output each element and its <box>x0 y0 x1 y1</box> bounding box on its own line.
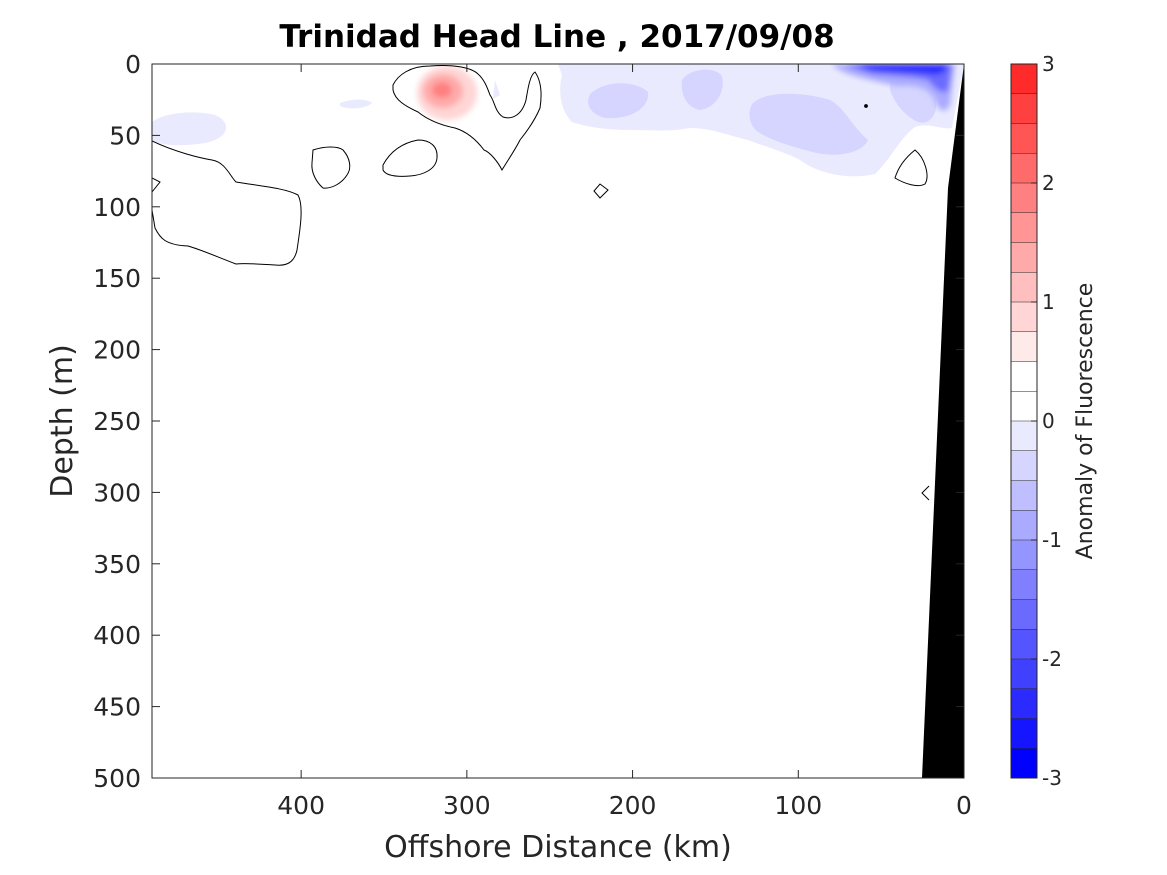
negative-anomaly-inner-1 <box>588 83 649 119</box>
y-tick-label: 50 <box>109 121 141 150</box>
colorbar-band <box>1011 242 1037 273</box>
colorbar-band <box>1011 212 1037 243</box>
x-tick-label: 0 <box>956 791 972 820</box>
plot-area <box>152 64 964 778</box>
colorbar-band <box>1011 688 1037 719</box>
negative-anomaly-inner-3 <box>749 93 868 155</box>
y-tick-label: 0 <box>125 50 141 79</box>
x-axis-label: Offshore Distance (km) <box>384 830 732 865</box>
colorbar-band <box>1011 629 1037 660</box>
colorbar-band <box>1011 153 1037 184</box>
y-tick-label: 350 <box>93 550 141 579</box>
seafloor-bathymetry <box>922 64 964 778</box>
zero-contour-b <box>152 177 161 193</box>
x-tick-label: 400 <box>277 791 325 820</box>
colorbar-tick-label: 2 <box>1042 171 1055 195</box>
colorbar-tick-label: -3 <box>1042 766 1062 790</box>
colorbar-band <box>1011 569 1037 600</box>
colorbar-band <box>1011 391 1037 422</box>
colorbar-tick-label: 0 <box>1042 409 1055 433</box>
colorbar-band <box>1011 659 1037 690</box>
strong-negative-anomaly-core <box>858 64 948 75</box>
x-tick-label: 300 <box>443 791 491 820</box>
colorbar-band <box>1011 480 1037 511</box>
colorbar-band <box>1011 302 1037 333</box>
colorbar-tick-label: 1 <box>1042 290 1055 314</box>
chart-title: Trinidad Head Line , 2017/09/08 <box>279 19 834 55</box>
zero-contours <box>152 65 930 501</box>
y-tick-label: 450 <box>93 693 141 722</box>
zero-contour-dot <box>864 104 868 108</box>
colorbar-band <box>1011 510 1037 541</box>
negative-anomaly-small-b <box>493 80 500 99</box>
y-tick-label: 250 <box>93 407 141 436</box>
colorbar-band <box>1011 123 1037 154</box>
colorbar-band <box>1011 93 1037 124</box>
y-axis-ticks: 0 50 100 150 200 250 300 350 400 450 500 <box>93 50 964 793</box>
colorbar-band <box>1011 361 1037 392</box>
colorbar-band <box>1011 718 1037 749</box>
y-tick-label: 300 <box>93 478 141 507</box>
colorbar-tick-label: -2 <box>1042 647 1062 671</box>
colorbar-tick-label: -1 <box>1042 528 1062 552</box>
y-tick-label: 100 <box>93 193 141 222</box>
colorbar-band <box>1011 64 1037 95</box>
zero-contour-h <box>921 485 930 501</box>
anomaly-fills <box>152 64 964 177</box>
x-tick-label: 100 <box>774 791 822 820</box>
colorbar-band <box>1011 183 1037 214</box>
negative-anomaly-inner-2 <box>681 69 723 110</box>
colorbar-tick-label: 3 <box>1042 52 1055 76</box>
y-axis-label: Depth (m) <box>45 344 80 498</box>
y-tick-label: 400 <box>93 621 141 650</box>
colorbar-band <box>1011 331 1037 362</box>
y-tick-label: 500 <box>93 764 141 793</box>
colorbar: 3 2 1 0 -1 -2 -3 <box>1010 52 1062 790</box>
x-tick-label: 200 <box>609 791 657 820</box>
zero-contour-a <box>152 140 302 266</box>
zero-contour-c <box>311 146 351 189</box>
y-tick-label: 150 <box>93 264 141 293</box>
colorbar-band <box>1011 450 1037 481</box>
zero-contour-f <box>593 183 609 199</box>
zero-contour-e <box>392 65 542 172</box>
negative-anomaly-small-a <box>340 99 372 109</box>
colorbar-band <box>1011 748 1037 779</box>
negative-anomaly-offshore <box>152 112 227 146</box>
colorbar-band <box>1011 599 1037 630</box>
y-tick-label: 200 <box>93 336 141 365</box>
colorbar-label: Anomaly of Fluorescence <box>1073 283 1098 560</box>
positive-anomaly-core <box>432 82 452 98</box>
x-axis-ticks: 400 300 200 100 0 <box>277 64 972 820</box>
colorbar-band <box>1011 421 1037 452</box>
zero-contour-g <box>894 149 928 187</box>
colorbar-band <box>1011 272 1037 303</box>
colorbar-band <box>1011 540 1037 571</box>
zero-contour-d <box>382 139 438 177</box>
